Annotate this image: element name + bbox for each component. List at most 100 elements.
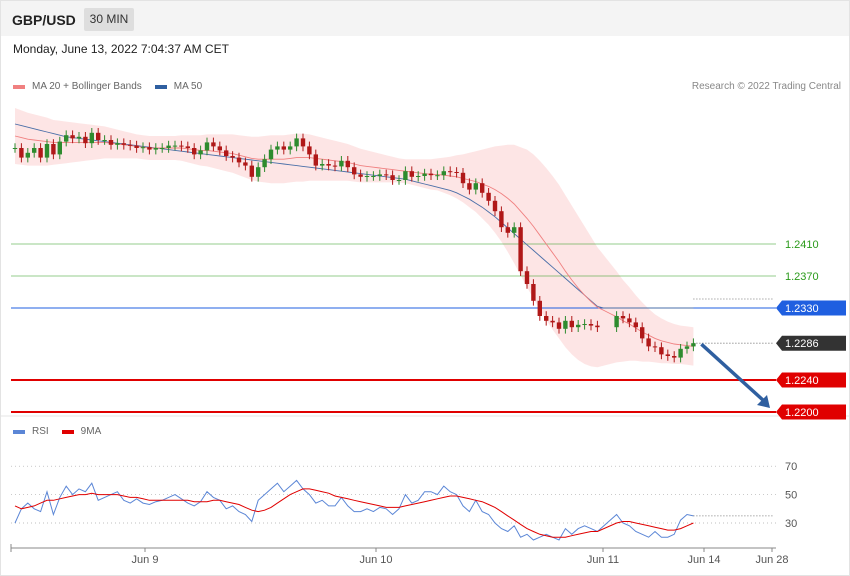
candle-body bbox=[19, 148, 24, 158]
symbol-label: GBP/USD bbox=[12, 12, 76, 28]
header-bar: GBP/USD 30 MIN bbox=[1, 1, 849, 36]
x-tick-label: Jun 14 bbox=[687, 554, 720, 566]
candle-body bbox=[480, 183, 485, 193]
level-label-1.2200: 1.2200 bbox=[785, 407, 819, 419]
candle-body bbox=[646, 338, 651, 347]
level-tag-1.2200 bbox=[776, 404, 846, 420]
candle-body bbox=[12, 148, 18, 149]
candle-body bbox=[179, 145, 184, 147]
legend-rsi-label: RSI bbox=[32, 426, 49, 437]
candle-body bbox=[38, 148, 43, 158]
candle-body bbox=[307, 146, 312, 155]
candle-body bbox=[448, 171, 453, 173]
candle-body bbox=[140, 147, 146, 149]
candle-body bbox=[70, 135, 75, 139]
price-legend: MA 20 + Bollinger Bands MA 50 bbox=[13, 81, 215, 92]
candle-body bbox=[633, 322, 638, 328]
forecast-arrow-shaft bbox=[700, 342, 766, 403]
candle-body bbox=[294, 138, 299, 147]
level-label-1.2286: 1.2286 bbox=[785, 338, 819, 350]
candle-body bbox=[556, 322, 562, 329]
legend-rsi[interactable]: RSI bbox=[13, 426, 49, 437]
legend-rsi-ma-label: 9MA bbox=[80, 426, 102, 437]
candle-body bbox=[281, 146, 286, 150]
candle-body bbox=[313, 154, 318, 166]
candle-body bbox=[652, 346, 658, 348]
candle-body bbox=[435, 175, 440, 177]
candle-body bbox=[505, 227, 510, 233]
rsi-tick-50: 50 bbox=[785, 490, 797, 502]
candle-body bbox=[627, 318, 632, 323]
candle-body bbox=[467, 183, 472, 190]
candle-body bbox=[102, 140, 107, 141]
candle-body bbox=[211, 142, 216, 147]
candle-body bbox=[640, 327, 645, 339]
candle-body bbox=[345, 160, 350, 168]
candle-body bbox=[377, 174, 382, 176]
candle-body bbox=[544, 316, 549, 321]
timeframe-button[interactable]: 30 MIN bbox=[84, 8, 134, 31]
candle-body bbox=[384, 174, 389, 176]
level-label-1.2240: 1.2240 bbox=[785, 375, 819, 387]
candle-body bbox=[57, 141, 62, 155]
candle-body bbox=[499, 211, 504, 228]
candle-body bbox=[249, 165, 254, 177]
candle-body bbox=[185, 146, 190, 148]
candle-body bbox=[64, 135, 69, 142]
candle-body bbox=[230, 156, 235, 158]
candle-body bbox=[275, 146, 280, 150]
rsi-ma9-line bbox=[14, 488, 694, 538]
x-tick-label: Jun 9 bbox=[132, 554, 159, 566]
x-tick-label: Jun 11 bbox=[587, 554, 619, 566]
legend-rsi-ma-swatch bbox=[61, 429, 74, 434]
candle-body bbox=[96, 132, 101, 140]
legend-ma50[interactable]: MA 50 bbox=[154, 81, 203, 92]
candle-body bbox=[160, 148, 165, 149]
rsi-line bbox=[14, 479, 694, 541]
level-tag-1.2286 bbox=[776, 335, 846, 351]
candle-body bbox=[25, 152, 30, 158]
legend-rsi-swatch bbox=[13, 429, 25, 434]
legend-ma50-label: MA 50 bbox=[173, 81, 203, 92]
candle-body bbox=[416, 176, 421, 177]
legend-ma20-bb[interactable]: MA 20 + Bollinger Bands bbox=[13, 81, 142, 92]
candle-body bbox=[134, 145, 139, 148]
candle-body bbox=[358, 174, 363, 177]
candle-body bbox=[108, 140, 114, 145]
legend-ma50-swatch bbox=[154, 84, 167, 89]
credit-text: Research © 2022 Trading Central bbox=[691, 81, 841, 92]
candle-body bbox=[684, 346, 690, 349]
candle-body bbox=[620, 316, 626, 319]
candle-body bbox=[339, 160, 344, 167]
candle-body bbox=[364, 176, 370, 177]
rsi-tick-70: 70 bbox=[785, 461, 797, 473]
candle-body bbox=[83, 136, 88, 144]
bollinger-band bbox=[15, 108, 694, 368]
candle-body bbox=[531, 284, 536, 301]
candle-body bbox=[121, 143, 126, 145]
candle-body bbox=[665, 354, 670, 356]
candle-body bbox=[422, 173, 427, 176]
candle-body bbox=[76, 136, 82, 139]
candle-body bbox=[403, 171, 408, 180]
candle-body bbox=[441, 171, 446, 176]
timestamp: Monday, June 13, 2022 7:04:37 AM CET bbox=[13, 42, 229, 56]
candle-body bbox=[537, 300, 542, 316]
candle-body bbox=[352, 167, 357, 175]
candle-body bbox=[326, 164, 331, 166]
legend-rsi-ma[interactable]: 9MA bbox=[61, 426, 102, 437]
candle-body bbox=[428, 173, 434, 176]
candle-body bbox=[672, 356, 677, 358]
candle-body bbox=[51, 144, 56, 155]
legend-ma20-swatch bbox=[13, 84, 25, 89]
candle-body bbox=[243, 162, 248, 166]
candle-body bbox=[262, 159, 267, 168]
forecast-arrow-head bbox=[757, 395, 770, 408]
candle-body bbox=[659, 347, 664, 355]
candle-body bbox=[147, 147, 152, 150]
x-tick-label: Jun 10 bbox=[359, 554, 392, 566]
x-tick-label: Jun 28 bbox=[755, 554, 788, 566]
candle-body bbox=[409, 171, 414, 177]
candle-body bbox=[563, 320, 568, 329]
